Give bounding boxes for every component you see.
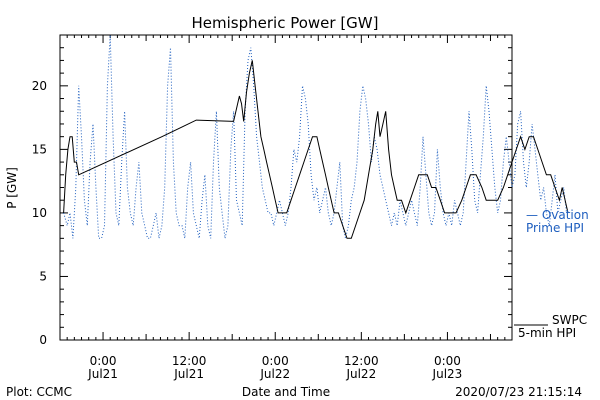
chart-title: Hemispheric Power [GW]	[192, 14, 379, 32]
x-tick-time-label: 0:00	[262, 354, 289, 368]
x-tick-date-label: Jul21	[173, 367, 204, 381]
x-tick-time-label: 12:00	[344, 354, 379, 368]
legend-swpc-line2: 5-min HPI	[518, 326, 576, 340]
y-tick-label: 20	[32, 79, 47, 93]
footer-credit: Plot: CCMC	[6, 385, 72, 399]
x-tick-date-label: Jul22	[259, 367, 290, 381]
y-tick-label: 0	[39, 333, 47, 347]
y-axis: 0 5 10 15 20	[32, 34, 512, 347]
x-tick-time-label: 0:00	[90, 354, 117, 368]
x-tick-time-label: 0:00	[434, 354, 461, 368]
series-ovation-line	[63, 34, 568, 239]
footer-timestamp: 2020/07/23 21:15:14	[455, 385, 582, 399]
x-tick-date-label: Jul23	[432, 367, 463, 381]
legend-swpc-line1: SWPC	[552, 313, 587, 327]
series-swpc-line	[63, 60, 569, 239]
y-tick-label: 15	[32, 142, 47, 156]
y-tick-label: 10	[32, 206, 47, 220]
legend-ovation-line2: Prime HPI	[526, 221, 584, 235]
x-axis-label: Date and Time	[242, 385, 330, 399]
x-tick-time-label: 12:00	[172, 354, 207, 368]
y-axis-label: P [GW]	[5, 167, 19, 209]
series-layer	[63, 34, 569, 239]
y-tick-label: 5	[39, 269, 47, 283]
x-tick-date-label: Jul22	[345, 367, 376, 381]
x-axis: 0:00Jul2112:00Jul210:00Jul2212:00Jul220:…	[59, 35, 513, 381]
x-tick-date-label: Jul21	[87, 367, 118, 381]
legend-ovation-line1: — Ovation	[526, 208, 589, 222]
